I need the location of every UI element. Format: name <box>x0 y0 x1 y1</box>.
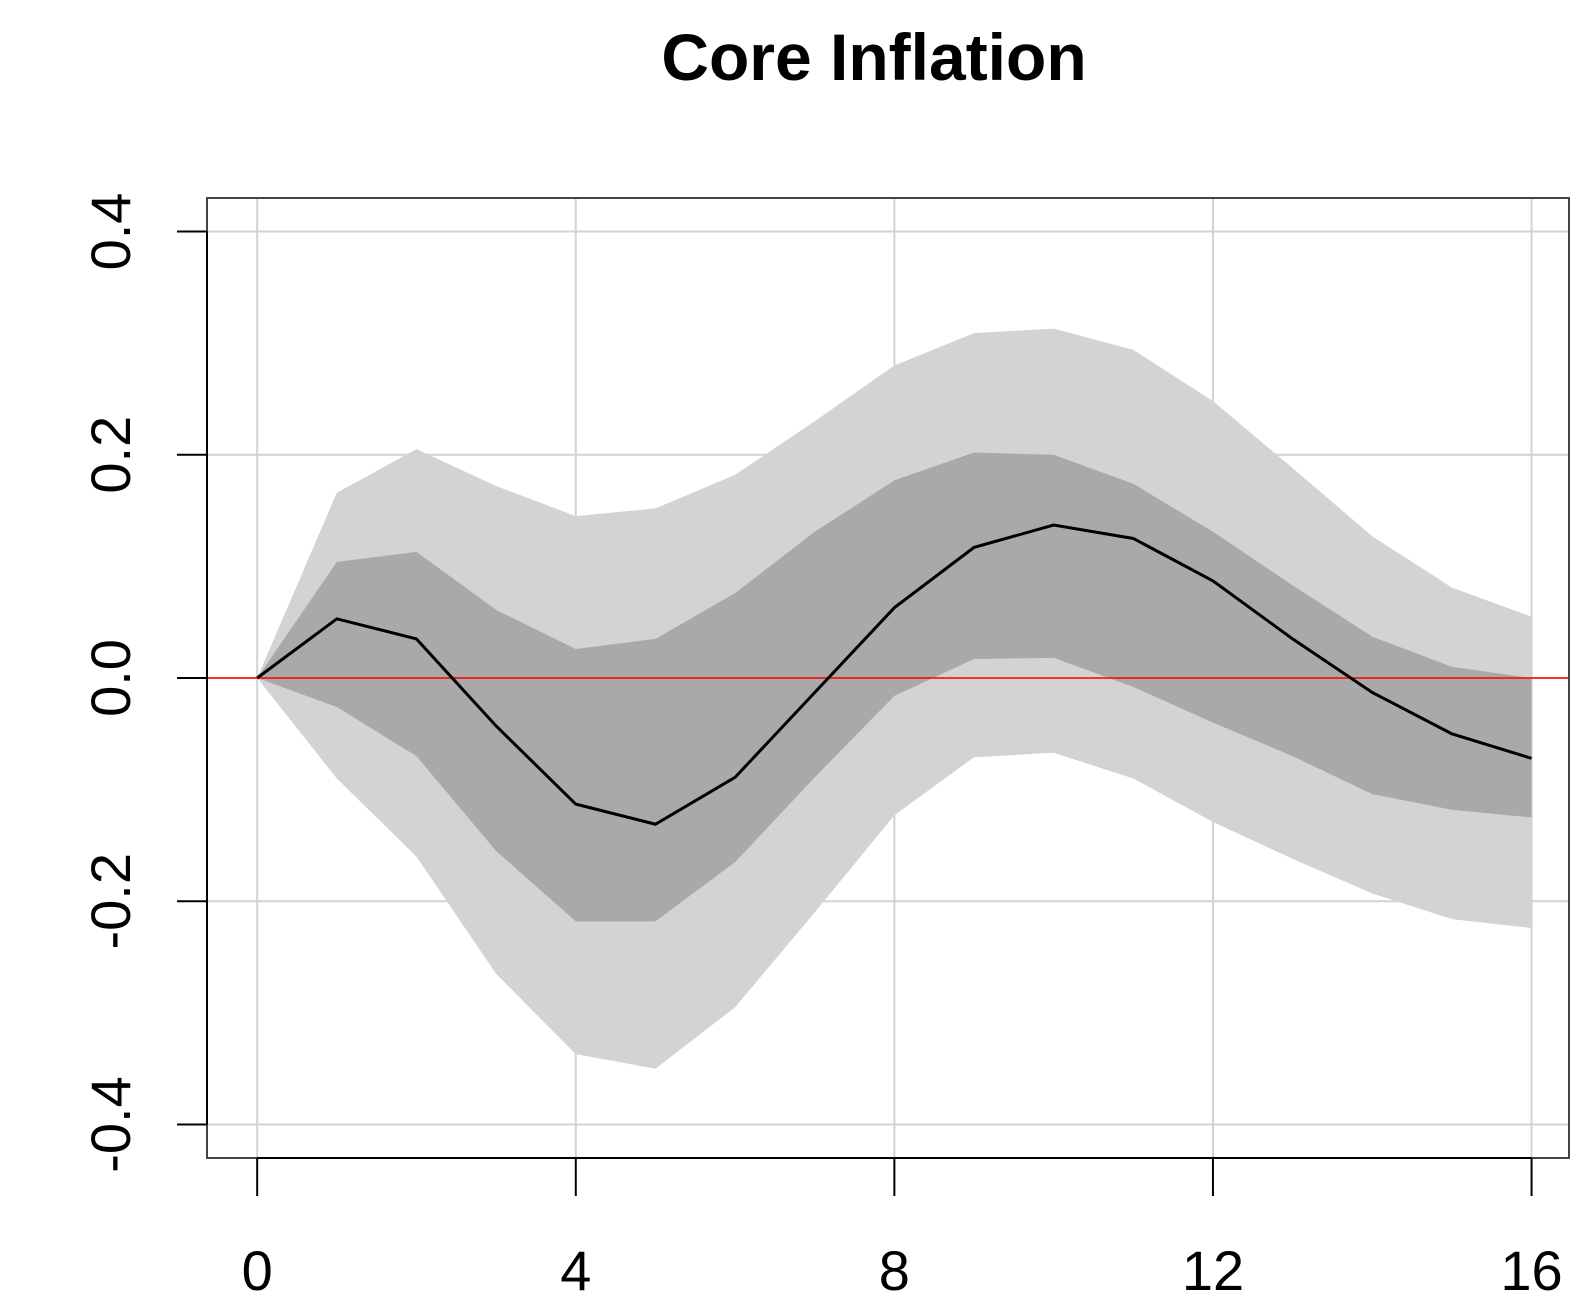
y-tick-label-2: 0.0 <box>79 639 142 717</box>
x-tick-label-0: 0 <box>242 1239 273 1302</box>
median-line <box>256 523 1533 826</box>
chart-title: Core Inflation <box>661 20 1086 94</box>
y-tick-label-4: 0.4 <box>79 193 142 271</box>
y-tick-label-0: -0.4 <box>79 1076 142 1173</box>
x-axis: 0 4 8 12 16 <box>242 1157 1563 1302</box>
x-tick-label-3: 12 <box>1182 1239 1244 1302</box>
y-tick-label-1: -0.2 <box>79 853 142 950</box>
x-tick-label-1: 4 <box>560 1239 591 1302</box>
y-tick-label-3: 0.2 <box>79 416 142 494</box>
x-tick-label-2: 8 <box>879 1239 910 1302</box>
x-tick-label-4: 16 <box>1500 1239 1562 1302</box>
median-response <box>256 523 1533 826</box>
y-axis: -0.4 -0.2 0.0 0.2 0.4 <box>79 193 208 1173</box>
